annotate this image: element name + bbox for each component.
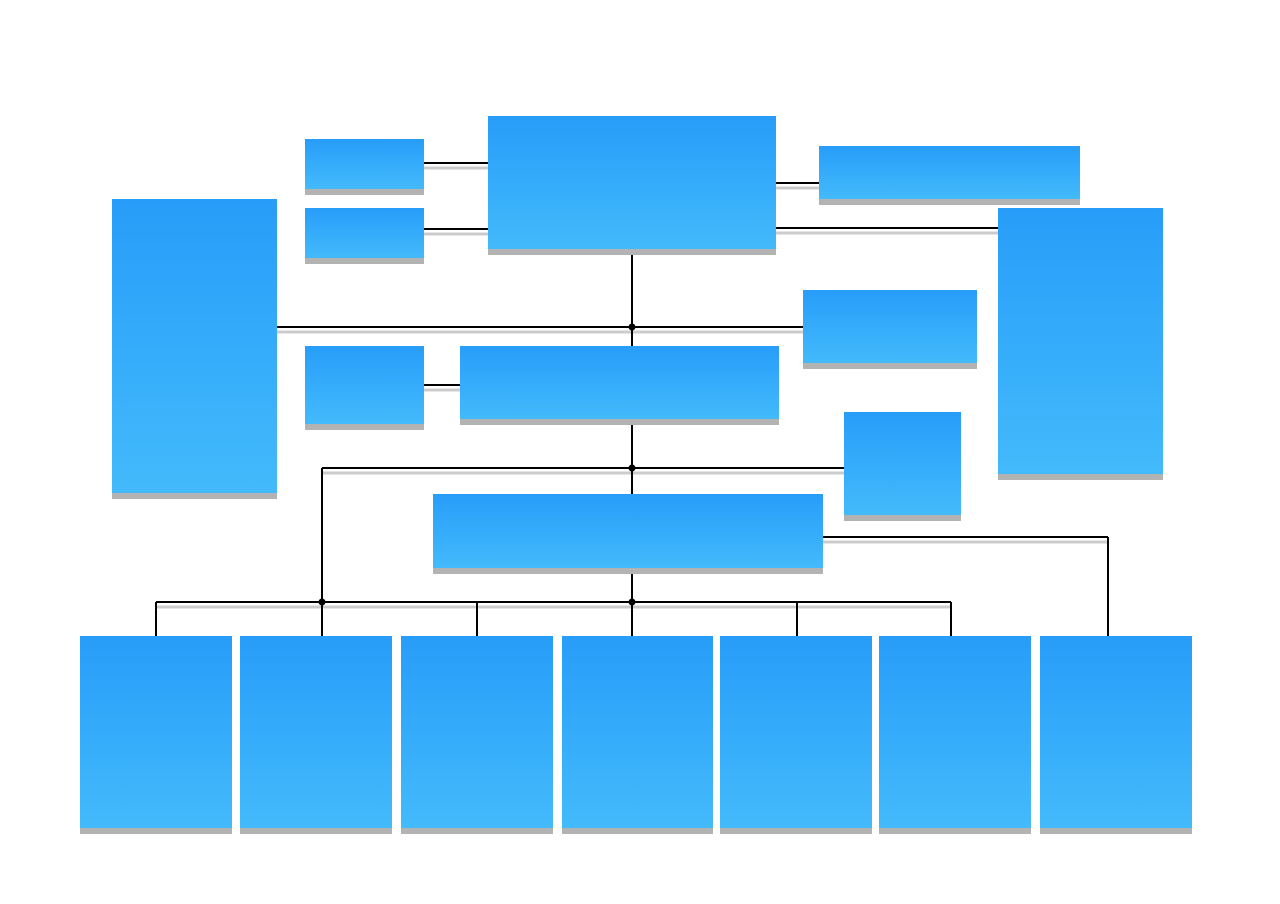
box-mid-center (460, 346, 779, 425)
junction-dot (318, 598, 326, 606)
box (819, 146, 1080, 199)
junction-dot (628, 598, 636, 606)
junction-dot (628, 464, 636, 472)
box-bottom-3 (401, 636, 553, 834)
box (240, 636, 392, 828)
box (460, 346, 779, 419)
box-bottom-1 (80, 636, 232, 834)
box (844, 412, 961, 515)
box (488, 116, 776, 249)
box-right-square (844, 412, 961, 521)
boxes (80, 116, 1192, 834)
box (305, 346, 424, 424)
box-mid-left (305, 346, 424, 430)
box (879, 636, 1031, 828)
box (305, 208, 424, 258)
box (401, 636, 553, 828)
box-mid-right (803, 290, 977, 369)
box-bottom-5 (720, 636, 872, 834)
box (305, 139, 424, 189)
box-top-left-1 (305, 139, 424, 195)
box-bottom-6 (879, 636, 1031, 834)
box-left-tall (112, 199, 277, 499)
box (1040, 636, 1192, 828)
box (80, 636, 232, 828)
box-top-left-2 (305, 208, 424, 264)
box-top-center (488, 116, 776, 255)
box-bottom-4 (562, 636, 713, 834)
box (998, 208, 1163, 474)
box-right-tall (998, 208, 1163, 480)
box-top-right (819, 146, 1080, 205)
box-lower-center (433, 494, 823, 574)
box-bottom-7 (1040, 636, 1192, 834)
box (562, 636, 713, 828)
box (433, 494, 823, 568)
junction-dot (628, 323, 636, 331)
box-bottom-2 (240, 636, 392, 834)
box (112, 199, 277, 493)
box (803, 290, 977, 363)
box (720, 636, 872, 828)
